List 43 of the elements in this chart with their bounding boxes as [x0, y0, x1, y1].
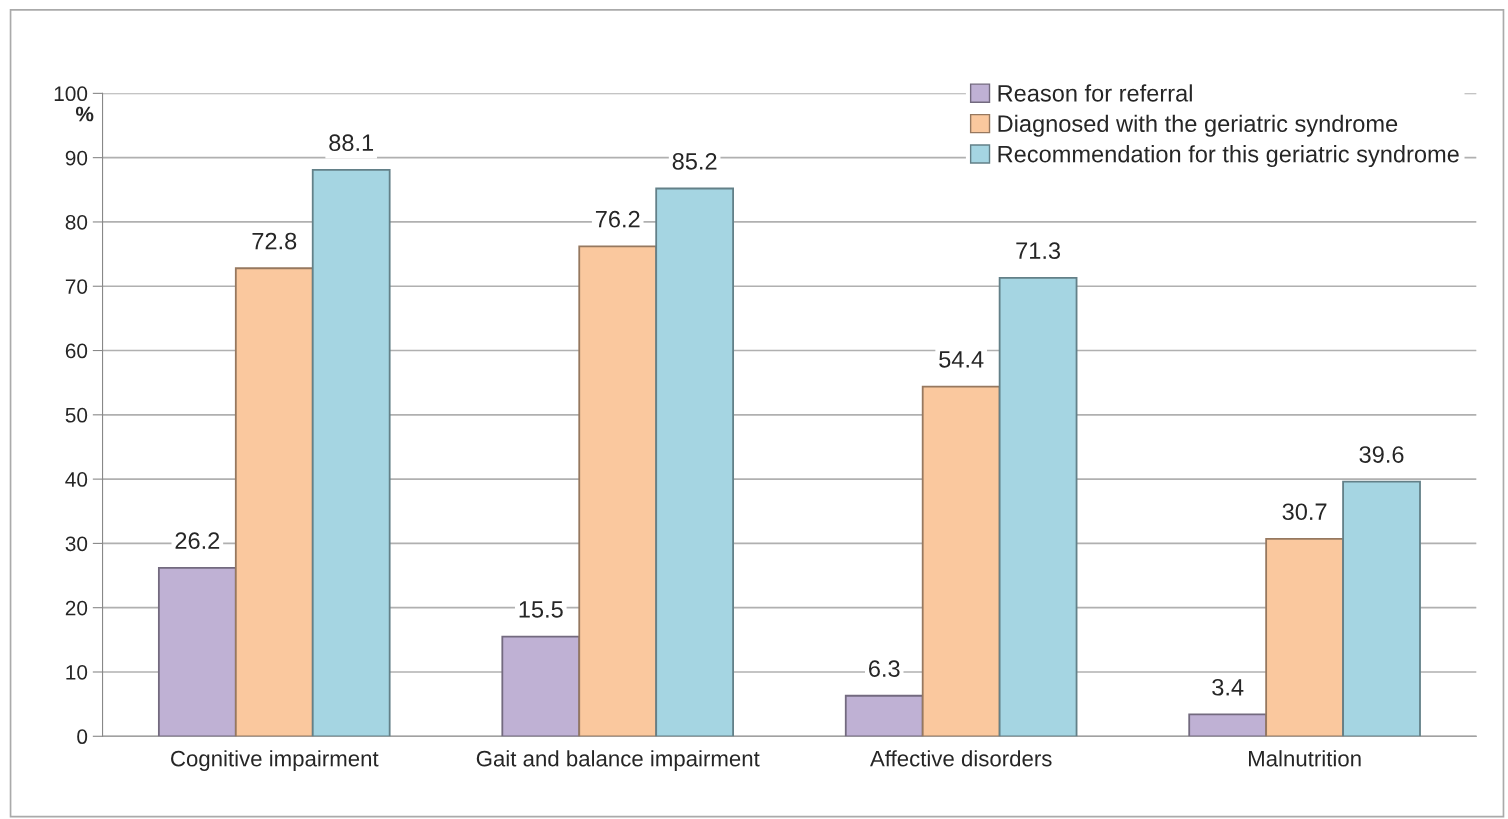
- bar: [157, 566, 237, 737]
- bar: [501, 635, 581, 737]
- bar: [998, 276, 1078, 737]
- y-tick-label: 80: [65, 214, 88, 230]
- bar: [844, 694, 924, 737]
- legend-label: Reason for referral: [998, 84, 1192, 102]
- data-label: 76.2: [595, 210, 640, 228]
- data-label: 6.3: [869, 660, 900, 677]
- bar: [1188, 713, 1268, 737]
- y-tick-label: 20: [65, 600, 88, 616]
- data-label: 88.1: [329, 134, 374, 152]
- y-tick-label: 10: [66, 664, 88, 680]
- bar: [311, 168, 391, 737]
- y-tick-label: 0: [77, 729, 88, 745]
- data-label: 54.4: [939, 351, 984, 368]
- y-tick-label: 90: [65, 150, 88, 166]
- data-label: 71.3: [1016, 242, 1061, 260]
- y-tick-label: 50: [65, 407, 88, 423]
- y-tick-label: 40: [65, 472, 88, 487]
- bar: [578, 245, 658, 737]
- x-tick-label: Affective disorders: [870, 750, 1052, 767]
- legend-label: Diagnosed with the geriatric syndrome: [998, 114, 1398, 137]
- data-label: 15.5: [519, 601, 563, 618]
- y-tick-label: 70: [65, 279, 88, 294]
- data-label: 30.7: [1282, 503, 1327, 521]
- x-tick-label: Cognitive impairment: [171, 750, 379, 771]
- y-tick-label: 60: [65, 343, 88, 359]
- bar: [234, 267, 314, 737]
- bar: [655, 187, 735, 737]
- legend-label: Recommendation for this geriatric syndrome: [998, 145, 1459, 168]
- data-label: 26.2: [175, 532, 220, 550]
- data-label: 85.2: [672, 152, 717, 170]
- x-tick-label: Malnutrition: [1249, 750, 1361, 767]
- bar: [1265, 538, 1344, 737]
- data-label: 39.6: [1359, 446, 1404, 463]
- y-tick-label: 30: [65, 536, 88, 552]
- y-axis-title: %: [75, 106, 94, 122]
- y-tick-label: 100: [54, 86, 88, 102]
- data-label: 72.8: [252, 232, 297, 250]
- x-tick-label: Gait and balance impairment: [476, 750, 760, 771]
- bar: [1342, 480, 1421, 737]
- bar: [921, 385, 1001, 737]
- data-label: 3.4: [1212, 678, 1244, 696]
